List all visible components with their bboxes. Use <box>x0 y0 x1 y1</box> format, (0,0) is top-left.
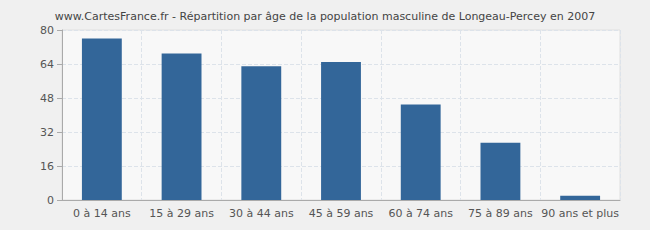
svg-text:0: 0 <box>47 194 54 207</box>
svg-text:www.CartesFrance.fr - Répartit: www.CartesFrance.fr - Répartition par âg… <box>55 10 595 23</box>
svg-text:90 ans et plus: 90 ans et plus <box>541 207 619 220</box>
svg-text:48: 48 <box>40 92 54 105</box>
svg-text:60 à 74 ans: 60 à 74 ans <box>388 207 453 220</box>
svg-text:32: 32 <box>40 126 54 139</box>
svg-text:30 à 44 ans: 30 à 44 ans <box>229 207 294 220</box>
svg-text:45 à 59 ans: 45 à 59 ans <box>309 207 374 220</box>
svg-text:64: 64 <box>40 58 54 71</box>
svg-text:80: 80 <box>40 24 54 37</box>
svg-text:75 à 89 ans: 75 à 89 ans <box>468 207 533 220</box>
svg-text:16: 16 <box>40 160 54 173</box>
svg-text:15 à 29 ans: 15 à 29 ans <box>149 207 214 220</box>
svg-text:0 à 14 ans: 0 à 14 ans <box>73 207 131 220</box>
